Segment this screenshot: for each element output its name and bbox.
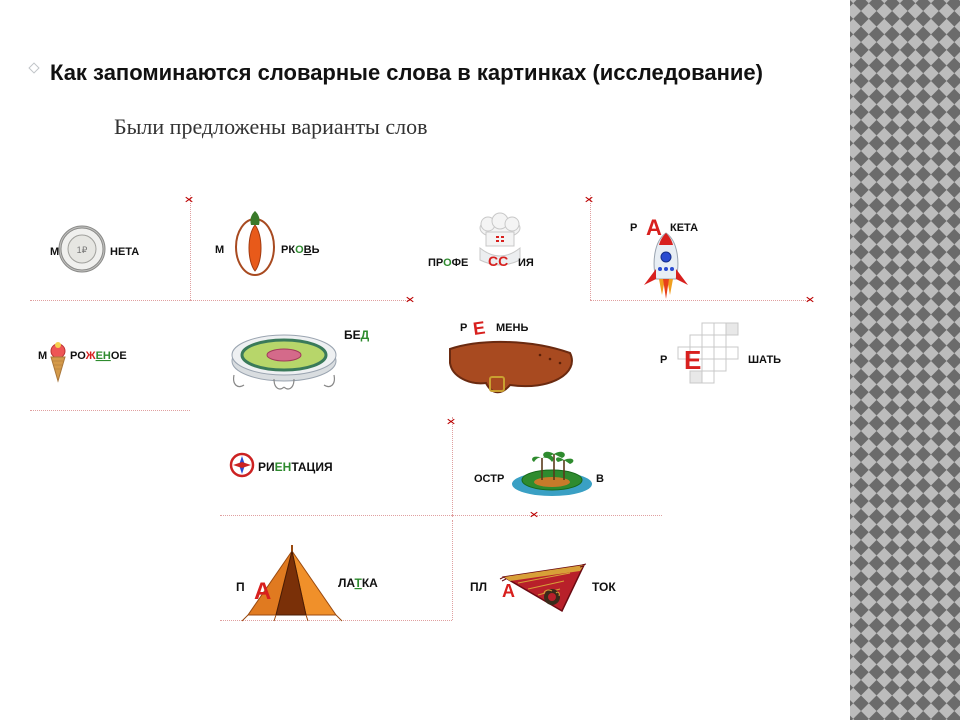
kerchief-icon: ПЛ А ТОК [458, 535, 678, 630]
svg-text:Р: Р [660, 354, 667, 366]
slide-title: Как запоминаются словарные слова в карти… [50, 58, 810, 88]
svg-text:ПЛ: ПЛ [470, 580, 487, 594]
svg-text:ОСТР: ОСТР [474, 473, 504, 485]
cell-remen: Р Е МЕНЬ [430, 305, 620, 410]
scissor-icon [585, 195, 595, 205]
svg-text:1₽: 1₽ [77, 245, 88, 255]
svg-text:ПРОФЕ: ПРОФЕ [428, 257, 468, 269]
svg-text:П: П [236, 580, 245, 594]
crossword-icon: Р Е ШАТЬ [630, 313, 810, 403]
island-icon: ОСТР [460, 420, 670, 515]
cell-obed: БЕД [210, 305, 420, 405]
text-post: НЕТА [110, 246, 139, 258]
svg-text:Е: Е [684, 345, 701, 375]
cell-reshat: Р Е ШАТЬ [630, 313, 810, 408]
belt-icon: Р Е МЕНЬ [430, 305, 620, 405]
svg-text:БЕД: БЕД [344, 328, 370, 342]
scissor-icon [447, 417, 457, 427]
coin-icon: М 1₽ НЕТА [30, 215, 190, 277]
svg-text:ШАТЬ: ШАТЬ [748, 354, 781, 366]
svg-text:М: М [38, 350, 47, 362]
svg-text:КЕТА: КЕТА [670, 222, 698, 234]
cell-raketa: Р А КЕТА [610, 199, 810, 309]
svg-text:В: В [596, 473, 604, 485]
svg-text:Е: Е [472, 317, 487, 338]
sidebar-diamond-pattern [850, 0, 960, 720]
svg-text:ИЯ: ИЯ [518, 257, 534, 269]
cell-professiya: ПРОФЕ СС ИЯ [410, 210, 590, 290]
tent-icon: П А ЛАТКА [220, 525, 450, 635]
svg-text:РИЕНТАЦИЯ: РИЕНТАЦИЯ [258, 460, 333, 474]
word-grid: М 1₽ НЕТА М РКОВЬ [30, 195, 810, 695]
svg-text:РОЖЕНОЕ: РОЖЕНОЕ [70, 350, 127, 362]
svg-text:Р: Р [460, 322, 467, 334]
plate-icon: БЕД [210, 305, 420, 400]
carrot-icon: М РКОВЬ [205, 207, 405, 285]
svg-text:РКОВЬ: РКОВЬ [281, 244, 320, 256]
svg-text:СС: СС [488, 253, 508, 269]
cell-morozhenoe: М РОЖЕНОЕ [30, 325, 190, 415]
svg-text:ЛАТКА: ЛАТКА [338, 576, 378, 590]
svg-text:А: А [254, 578, 271, 605]
compass-icon: РИЕНТАЦИЯ [226, 447, 446, 487]
cell-moneta: М 1₽ НЕТА [30, 215, 190, 282]
content-area: Как запоминаются словарные слова в карти… [30, 58, 810, 140]
icecream-icon [51, 342, 65, 381]
cell-morkov: М РКОВЬ [205, 207, 405, 290]
rocket-icon: Р А КЕТА [610, 199, 810, 304]
scissor-icon [406, 295, 416, 305]
cell-orientatsia: РИЕНТАЦИЯ [226, 447, 446, 492]
svg-text:А: А [502, 581, 515, 601]
cell-palatka: П А ЛАТКА [220, 525, 450, 640]
svg-text:А: А [646, 215, 662, 240]
slide-subtitle: Были предложены варианты слов [114, 114, 810, 140]
svg-text:ТОК: ТОК [592, 580, 616, 594]
cell-ostrov: ОСТР [460, 420, 670, 520]
text-pre: М [50, 246, 59, 258]
svg-text:МЕНЬ: МЕНЬ [496, 322, 528, 334]
slide-page: Как запоминаются словарные слова в карти… [0, 0, 960, 720]
bullet-icon [30, 64, 40, 74]
svg-text:М: М [215, 244, 224, 256]
cell-platok: ПЛ А ТОК [458, 535, 678, 635]
svg-text:Р: Р [630, 222, 637, 234]
scissor-icon [185, 195, 195, 205]
chef-icon: ПРОФЕ СС ИЯ [410, 210, 590, 285]
